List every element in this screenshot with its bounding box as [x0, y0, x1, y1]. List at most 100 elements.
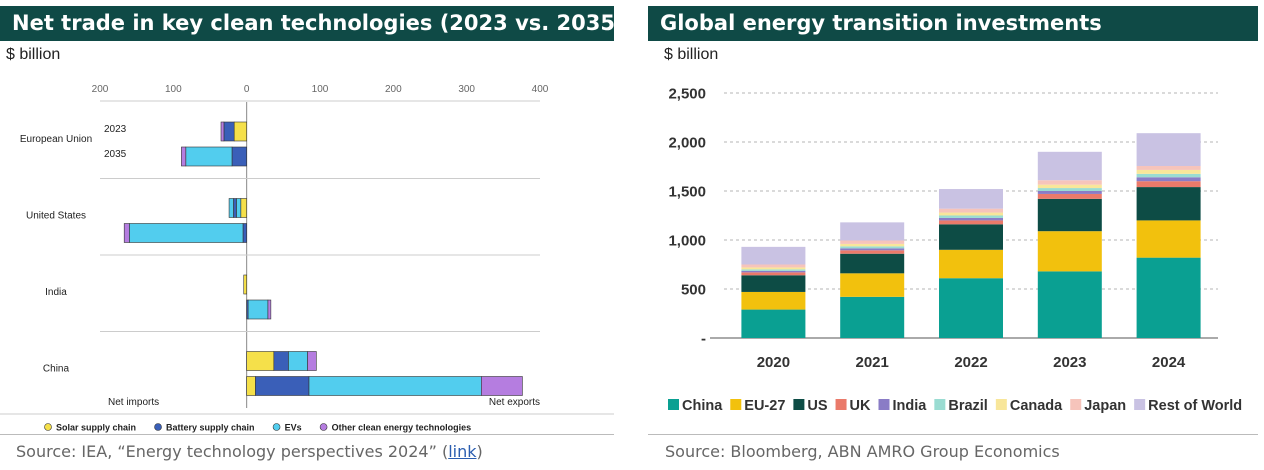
trade-bar-segment [273, 351, 289, 371]
investment-bar-segment [840, 248, 905, 251]
investment-bar-segment [1136, 181, 1201, 188]
x-tick-label: 2021 [856, 354, 889, 371]
legend-dot [154, 423, 162, 431]
x-tick-label: 2023 [1053, 354, 1086, 371]
investment-bar-segment [1136, 169, 1201, 174]
y-tick-label: 2,000 [668, 135, 706, 152]
group-label: European Union [20, 134, 92, 145]
trade-bar-segment [288, 351, 308, 371]
right-unit-label: $ billion [664, 46, 719, 63]
group-label: India [45, 287, 67, 298]
investment-bar-segment [1136, 177, 1201, 182]
investment-bar-segment [741, 264, 806, 268]
y-tick-label: 1,500 [668, 184, 706, 201]
investment-bar-segment [741, 246, 806, 265]
x-tick-label: 2020 [757, 354, 790, 371]
legend-swatch [793, 399, 805, 410]
trade-bar-segment [220, 121, 225, 142]
trade-bar-segment [247, 299, 269, 320]
investment-bar-segment [1037, 188, 1102, 191]
investment-bar-segment [741, 267, 806, 270]
left-source: Source: IEA, “Energy technology perspect… [16, 442, 483, 461]
legend-label: India [893, 398, 928, 414]
investment-bar-segment [741, 272, 806, 276]
investment-bar-segment [840, 250, 905, 254]
investment-bar-segment [840, 296, 905, 338]
legend-label: China [682, 398, 723, 414]
trade-bar-segment [255, 376, 310, 396]
trade-bar-segment [242, 223, 247, 243]
investment-bar-segment [840, 222, 905, 241]
investment-bar-segment [1037, 184, 1102, 189]
net-exports-label: Net exports [489, 397, 540, 408]
investment-bar-segment [939, 220, 1003, 225]
investment-bar-segment [1136, 166, 1201, 170]
legend-dot [319, 423, 328, 431]
investment-bar-segment [741, 291, 806, 310]
legend-swatch [934, 399, 946, 410]
legend-dot [272, 423, 281, 431]
investment-bar-segment [939, 278, 1003, 338]
left-source-suffix: ) [476, 442, 483, 461]
x-tick-label: 100 [312, 84, 329, 95]
investment-bar-segment [1136, 220, 1201, 258]
right-source-divider [648, 434, 1258, 435]
investment-bar-segment [1136, 187, 1201, 221]
trade-bar-segment [233, 198, 237, 218]
x-tick-label: 200 [92, 84, 109, 95]
net-trade-chart: 200 100 0 100 200 300 400 European Union 2023 203… [0, 84, 614, 433]
x-tick-label: 100 [165, 84, 182, 95]
investment-bar-segment [1037, 271, 1102, 338]
investment-bar-segment [741, 269, 806, 271]
investment-bar-segment [939, 212, 1003, 216]
investment-bar-segment [1037, 151, 1102, 181]
investment-bar-segment [1037, 198, 1102, 232]
legend-label: Canada [1010, 398, 1063, 414]
investment-bar-segment [939, 217, 1003, 221]
left-chart-panel: Net trade in key clean technologies (202… [0, 6, 614, 468]
x-tick-label: 300 [458, 84, 475, 95]
source-link[interactable]: link [448, 442, 477, 461]
legend-label: Battery supply chain [166, 423, 255, 433]
row-year-label: 2035 [104, 149, 127, 160]
left-source-divider [0, 434, 614, 435]
investment-bar-segment [840, 246, 905, 249]
right-chart-title: Global energy transition investments [648, 6, 1258, 41]
investment-bar-segment [741, 270, 806, 273]
right-chart-panel: Global energy transition investments $ b… [648, 6, 1258, 468]
x-tick-label: 2024 [1152, 354, 1186, 371]
investment-bar-segment [1037, 231, 1102, 272]
trade-bar-segment [267, 299, 272, 320]
right-source: Source: Bloomberg, ABN AMRO Group Econom… [665, 442, 1060, 461]
x-tick-label: 2022 [954, 354, 987, 371]
trade-bar-segment [233, 121, 247, 142]
trade-bar-segment [223, 121, 235, 142]
x-tick-label: 400 [532, 84, 549, 95]
x-tick-label: 200 [385, 84, 402, 95]
investment-bar-segment [939, 208, 1003, 213]
legend-swatch [835, 399, 847, 410]
investment-bar-segment [939, 189, 1003, 209]
legend-swatch [668, 399, 679, 410]
investment-bar-segment [741, 309, 806, 338]
legend-label: Rest of World [1148, 398, 1242, 414]
legend-swatch [995, 399, 1007, 410]
y-tick-label: - [701, 331, 706, 348]
trade-bar-segment [236, 198, 242, 218]
legend-swatch [1070, 399, 1082, 410]
investments-chart: - 500 1,000 1,500 2,000 2,500 2020 2021 2022 2023… [668, 86, 1242, 414]
trade-bar-segment [246, 376, 256, 396]
group-label: China [43, 364, 70, 375]
investment-bar-segment [840, 273, 905, 297]
trade-bar-segment [129, 223, 244, 243]
investment-bar-segment [1136, 173, 1201, 178]
investment-bar-segment [840, 240, 905, 244]
y-tick-label: 2,500 [668, 86, 706, 103]
legend-swatch [730, 399, 742, 410]
investment-bar-segment [939, 249, 1003, 279]
trade-bar-segment [181, 146, 187, 167]
legend-label: Japan [1084, 398, 1126, 414]
x-tick-label: 0 [244, 84, 250, 95]
trade-bar-segment [481, 376, 523, 396]
legend-label: US [807, 398, 827, 414]
